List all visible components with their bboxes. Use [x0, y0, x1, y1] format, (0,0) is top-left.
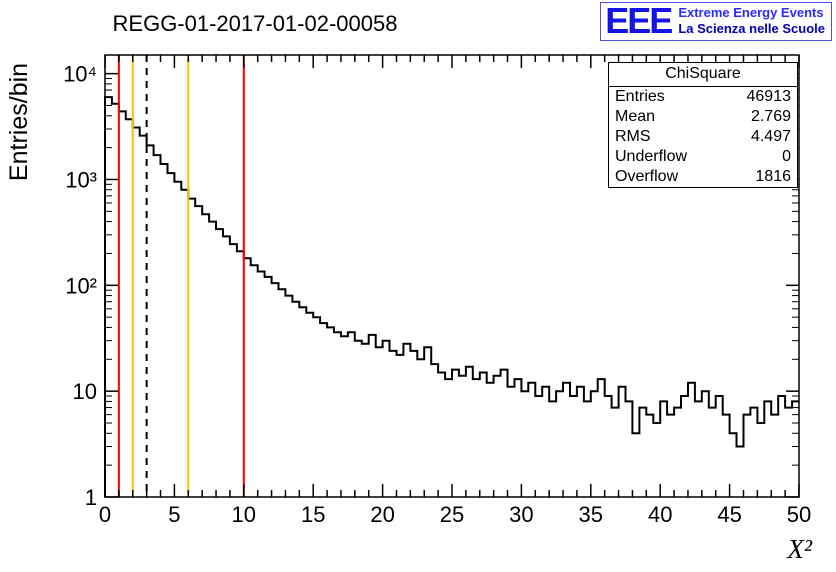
stat-value: 1816 [755, 168, 791, 185]
histogram-path [104, 96, 799, 497]
x-tick-label: 5 [168, 502, 180, 527]
stats-row-mean: Mean 2.769 [609, 107, 797, 127]
plot-title: REGG-01-2017-01-02-00058 [113, 11, 398, 36]
histogram-layer [104, 96, 799, 497]
stat-value: 2.769 [750, 108, 791, 125]
x-tick-label: 15 [301, 502, 325, 527]
eee-logo-letters: EEE [605, 0, 673, 41]
stat-label: Overflow [615, 168, 679, 185]
stat-value: 4.497 [750, 128, 791, 145]
y-tick-label: 1 [85, 485, 97, 510]
y-tick-label: 10 [73, 379, 97, 404]
y-tick-label: 10⁴ [63, 62, 97, 87]
x-axis-title: X² [786, 534, 812, 564]
stats-box: ChiSquare Entries 46913 Mean 2.769 RMS 4… [608, 62, 798, 188]
stat-label: Underflow [615, 148, 688, 165]
y-tick-label: 10³ [65, 167, 97, 192]
x-tick-label: 30 [509, 502, 533, 527]
marker-lines-layer [117, 55, 245, 497]
stat-value: 46913 [746, 88, 792, 105]
y-axis-title: Entries/bin [5, 63, 33, 181]
stat-label: RMS [615, 128, 651, 145]
stats-row-underflow: Underflow 0 [609, 147, 797, 167]
eee-logo-text: Extreme Energy Events La Scienza nelle S… [678, 5, 825, 37]
stat-value: 0 [782, 148, 791, 165]
stat-label: Entries [615, 88, 665, 105]
x-tick-label: 20 [370, 502, 394, 527]
stats-box-title: ChiSquare [609, 63, 797, 87]
x-tick-label: 50 [787, 502, 811, 527]
x-tick-label: 25 [440, 502, 464, 527]
x-tick-label: 45 [717, 502, 741, 527]
eee-logo: EEE Extreme Energy Events La Scienza nel… [600, 2, 832, 41]
x-tick-label: 10 [232, 502, 256, 527]
y-tick-label: 10² [65, 273, 97, 298]
stats-row-rms: RMS 4.497 [609, 127, 797, 147]
x-tick-label: 35 [579, 502, 603, 527]
tick-label-layer: 0 5 10 15 20 25 30 35 40 45 50 1 10 10² 10³ 10⁴ [63, 62, 811, 527]
stats-row-entries: Entries 46913 [609, 87, 797, 107]
x-tick-label: 0 [99, 502, 111, 527]
stat-label: Mean [615, 108, 656, 125]
eee-logo-line1: Extreme Energy Events [678, 5, 824, 20]
eee-logo-line2: La Scienza nelle Scuole [678, 21, 825, 36]
x-tick-label: 40 [648, 502, 672, 527]
stats-row-overflow: Overflow 1816 [609, 167, 797, 187]
